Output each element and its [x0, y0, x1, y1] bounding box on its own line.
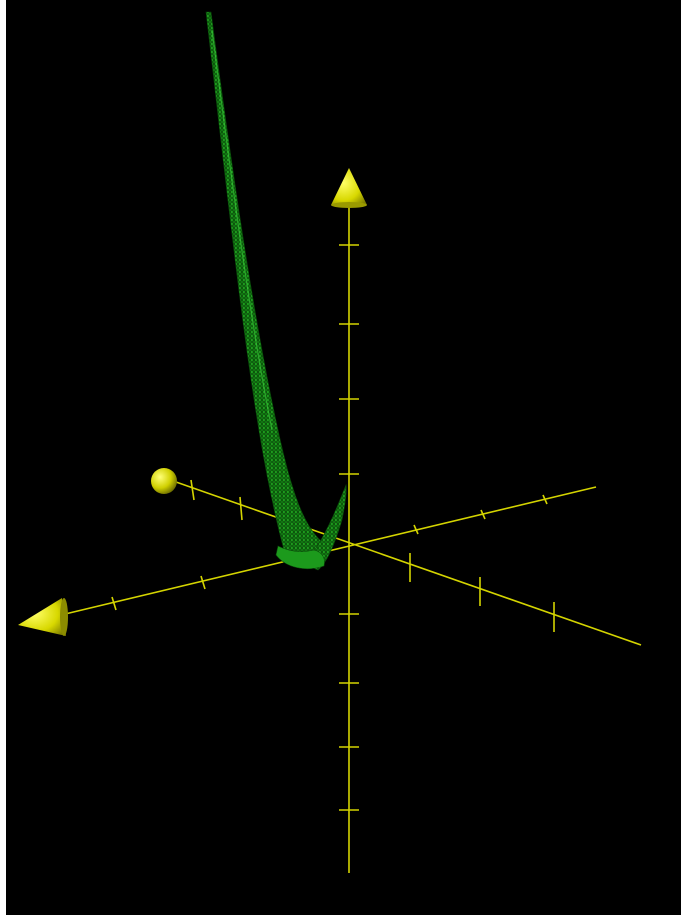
z-axis-cone-icon [331, 168, 367, 208]
x-axis-cone-icon [18, 598, 68, 636]
scene-canvas[interactable] [6, 0, 681, 915]
axis-heads [18, 168, 367, 636]
y-axis-line [175, 481, 642, 646]
y-axis-sphere-icon [151, 468, 177, 494]
surface-highlight [211, 29, 273, 431]
axis-ticks [111, 244, 555, 811]
y-tick [190, 479, 195, 501]
surface-plot[interactable] [205, 11, 347, 571]
x-tick [413, 524, 419, 535]
y-tick [239, 496, 243, 521]
x-tick [111, 596, 117, 611]
x-tick [542, 494, 548, 505]
x-tick [200, 575, 206, 590]
surface-right-wing [309, 483, 347, 571]
surface-trough [275, 545, 325, 569]
background [6, 0, 681, 915]
3d-viewport[interactable] [6, 0, 681, 915]
x-tick [480, 509, 486, 520]
